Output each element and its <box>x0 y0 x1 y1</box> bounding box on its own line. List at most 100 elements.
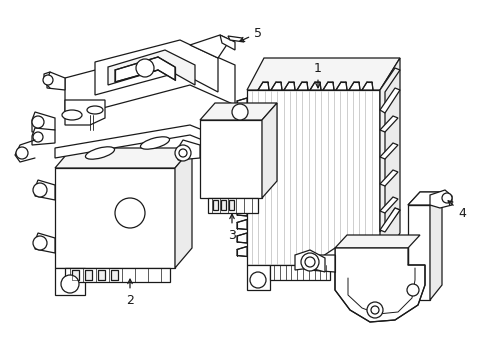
Circle shape <box>250 272 266 288</box>
Circle shape <box>16 147 28 159</box>
Circle shape <box>43 75 53 85</box>
Polygon shape <box>237 193 247 202</box>
Polygon shape <box>308 248 335 270</box>
Text: 5: 5 <box>240 27 262 41</box>
Polygon shape <box>237 206 247 216</box>
Polygon shape <box>208 198 258 213</box>
Polygon shape <box>175 148 192 268</box>
Circle shape <box>305 257 315 267</box>
Polygon shape <box>262 103 277 198</box>
Polygon shape <box>237 179 247 189</box>
Polygon shape <box>111 270 118 280</box>
Polygon shape <box>237 152 247 162</box>
Ellipse shape <box>85 147 115 159</box>
Polygon shape <box>430 190 452 208</box>
Polygon shape <box>65 268 170 282</box>
Polygon shape <box>98 270 105 280</box>
Polygon shape <box>95 40 218 95</box>
Circle shape <box>371 306 379 314</box>
Polygon shape <box>229 200 234 210</box>
Circle shape <box>175 145 191 161</box>
Polygon shape <box>380 197 398 213</box>
Text: 3: 3 <box>228 214 236 242</box>
Polygon shape <box>237 166 247 176</box>
Polygon shape <box>237 98 247 108</box>
Circle shape <box>301 253 319 271</box>
Polygon shape <box>335 235 420 248</box>
Polygon shape <box>335 248 425 322</box>
Text: 1: 1 <box>314 62 322 88</box>
Polygon shape <box>408 192 442 205</box>
Polygon shape <box>47 72 65 90</box>
Circle shape <box>33 236 47 250</box>
Circle shape <box>407 284 419 296</box>
Circle shape <box>32 116 44 128</box>
Polygon shape <box>55 268 85 295</box>
Polygon shape <box>380 170 398 186</box>
Circle shape <box>232 104 248 120</box>
Polygon shape <box>55 125 240 158</box>
Polygon shape <box>430 192 442 300</box>
Polygon shape <box>115 57 175 82</box>
Circle shape <box>33 132 43 142</box>
Circle shape <box>442 193 452 203</box>
Polygon shape <box>247 58 400 90</box>
Polygon shape <box>65 100 105 125</box>
Polygon shape <box>310 82 321 90</box>
Polygon shape <box>190 35 230 58</box>
Polygon shape <box>55 148 192 168</box>
Polygon shape <box>335 248 408 265</box>
Polygon shape <box>220 35 235 50</box>
Polygon shape <box>247 265 270 290</box>
Polygon shape <box>380 68 400 232</box>
Ellipse shape <box>87 106 103 114</box>
Polygon shape <box>295 250 325 272</box>
Polygon shape <box>380 143 398 159</box>
Circle shape <box>33 183 47 197</box>
Polygon shape <box>178 140 200 160</box>
Polygon shape <box>237 139 247 149</box>
Polygon shape <box>258 82 269 90</box>
Polygon shape <box>336 82 347 90</box>
Polygon shape <box>65 45 235 118</box>
Polygon shape <box>85 270 92 280</box>
Polygon shape <box>408 205 430 300</box>
Polygon shape <box>72 270 79 280</box>
Circle shape <box>367 302 383 318</box>
Circle shape <box>136 59 154 77</box>
Polygon shape <box>305 255 335 272</box>
Polygon shape <box>228 36 244 42</box>
Circle shape <box>61 275 79 293</box>
Ellipse shape <box>141 137 170 149</box>
Polygon shape <box>35 180 55 200</box>
Text: 2: 2 <box>126 279 134 306</box>
Polygon shape <box>408 192 442 205</box>
Polygon shape <box>35 233 55 253</box>
Polygon shape <box>32 112 55 132</box>
Polygon shape <box>247 90 380 265</box>
Ellipse shape <box>62 110 82 120</box>
Polygon shape <box>237 220 247 230</box>
Polygon shape <box>323 82 334 90</box>
Polygon shape <box>237 247 247 256</box>
Polygon shape <box>237 112 247 122</box>
Polygon shape <box>380 58 400 265</box>
Polygon shape <box>55 168 175 268</box>
Polygon shape <box>237 125 247 135</box>
Text: 4: 4 <box>448 201 466 220</box>
Polygon shape <box>380 116 398 132</box>
Polygon shape <box>380 88 400 113</box>
Polygon shape <box>108 50 195 85</box>
Polygon shape <box>237 233 247 243</box>
Polygon shape <box>200 103 277 120</box>
Polygon shape <box>221 200 226 210</box>
Polygon shape <box>32 128 55 145</box>
Polygon shape <box>349 82 360 90</box>
Circle shape <box>115 198 145 228</box>
Polygon shape <box>284 82 295 90</box>
Polygon shape <box>380 208 400 232</box>
Polygon shape <box>271 82 282 90</box>
Polygon shape <box>362 82 373 90</box>
Polygon shape <box>200 120 262 198</box>
Circle shape <box>179 149 187 157</box>
